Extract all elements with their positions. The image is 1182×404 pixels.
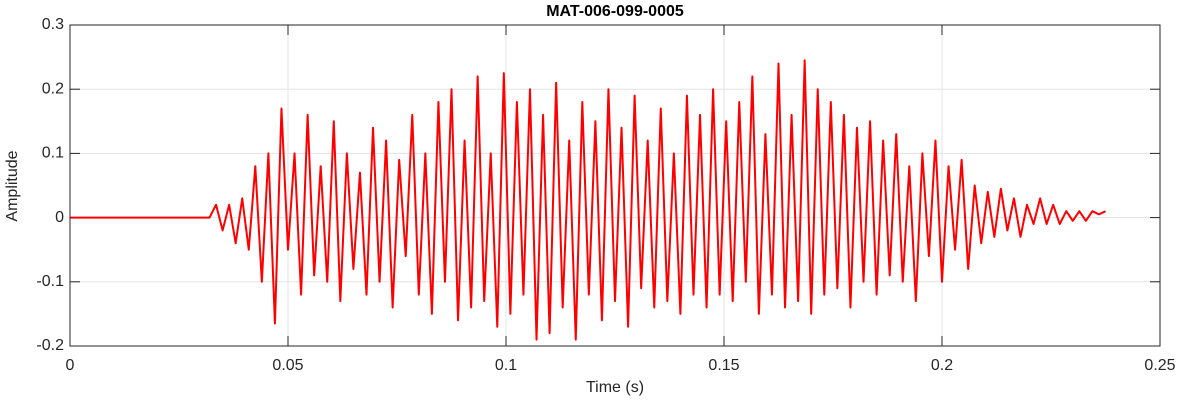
- x-axis-label: Time (s): [586, 379, 644, 396]
- x-tick-label: 0.05: [272, 357, 303, 374]
- x-tick-label: 0: [66, 357, 75, 374]
- y-tick-label: 0: [55, 209, 64, 226]
- plot-area: [70, 59, 1106, 341]
- y-axis-label: Amplitude: [4, 150, 21, 221]
- waveform-line: [70, 59, 1106, 341]
- y-tick-label: 0.2: [42, 80, 64, 97]
- x-tick-label: 0.15: [708, 357, 739, 374]
- y-tick-label: -0.1: [36, 273, 64, 290]
- axes-box: [69, 24, 1161, 347]
- x-tick-label: 0.1: [495, 357, 517, 374]
- y-tick-label: 0.3: [42, 16, 64, 33]
- y-tick-label: 0.1: [42, 145, 64, 162]
- y-tick-label: -0.2: [36, 337, 64, 354]
- x-tick-label: 0.25: [1144, 357, 1175, 374]
- chart-title: MAT-006-099-0005: [546, 3, 684, 20]
- x-tick-label: 0.2: [931, 357, 953, 374]
